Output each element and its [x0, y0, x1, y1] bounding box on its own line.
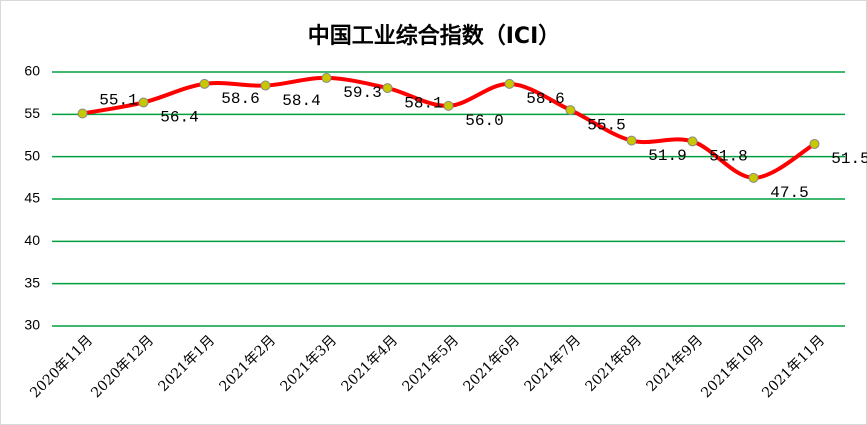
data-label: 58.6 [221, 90, 259, 108]
data-label: 47.5 [770, 184, 808, 202]
marker [321, 72, 332, 83]
marker [443, 100, 454, 111]
chart-title: 中国工业综合指数（ICI） [308, 23, 561, 49]
y-tick-label: 30 [24, 317, 40, 333]
y-tick-label: 50 [24, 147, 40, 163]
data-label: 58.6 [526, 90, 564, 108]
marker [504, 78, 515, 89]
data-label: 58.1 [404, 94, 442, 112]
marker [77, 108, 88, 119]
data-label: 51.9 [648, 147, 686, 165]
marker [809, 138, 820, 149]
data-label: 55.1 [99, 92, 137, 110]
y-tick-label: 35 [24, 274, 40, 290]
marker [626, 135, 637, 146]
marker [687, 136, 698, 147]
data-label: 56.4 [160, 109, 198, 127]
data-label: 59.3 [343, 84, 381, 102]
marker [382, 83, 393, 94]
data-label: 55.5 [587, 116, 625, 134]
y-tick-label: 60 [24, 63, 40, 79]
marker [199, 78, 210, 89]
data-label: 51.8 [709, 148, 747, 166]
marker [748, 172, 759, 183]
y-tick-label: 40 [24, 232, 40, 248]
data-label: 56.0 [465, 112, 503, 130]
data-label: 51.5 [831, 150, 867, 168]
marker [260, 80, 271, 91]
marker [565, 105, 576, 116]
marker [138, 97, 149, 108]
data-label: 58.4 [282, 92, 320, 110]
y-tick-label: 55 [24, 105, 40, 121]
y-tick-label: 45 [24, 190, 40, 206]
